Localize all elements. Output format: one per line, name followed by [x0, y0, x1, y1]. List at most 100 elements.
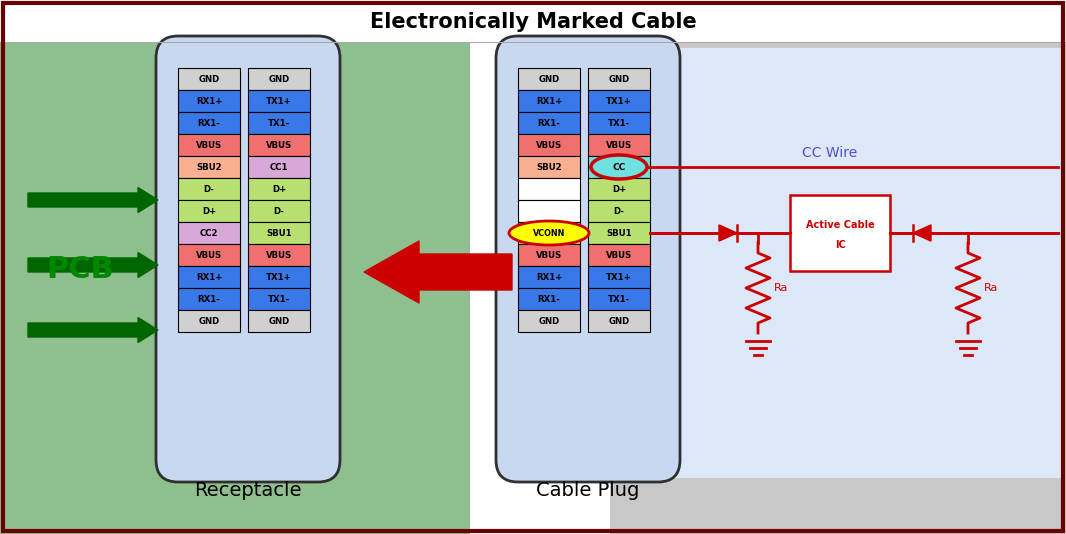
Text: TX1+: TX1+ [607, 97, 632, 106]
FancyArrow shape [28, 318, 158, 342]
Bar [588, 310, 650, 332]
Bar [588, 68, 650, 90]
Text: PCB: PCB [46, 255, 114, 285]
Bar [588, 222, 650, 244]
Text: D-: D- [614, 207, 625, 216]
Text: GND: GND [538, 75, 560, 83]
Text: D+: D+ [612, 185, 626, 193]
Bar [0, 0, 1066, 42]
Text: Receptacle: Receptacle [194, 481, 302, 499]
Text: Active Cable: Active Cable [806, 220, 874, 230]
Bar [248, 222, 310, 244]
Bar [248, 266, 310, 288]
Text: TX1-: TX1- [268, 294, 290, 303]
Bar [178, 90, 240, 112]
Bar [518, 200, 580, 222]
Bar [518, 222, 580, 244]
Text: VBUS: VBUS [536, 250, 562, 260]
Text: GND: GND [269, 75, 290, 83]
Bar [178, 178, 240, 200]
Bar [588, 288, 650, 310]
Polygon shape [718, 225, 737, 241]
Bar [518, 156, 580, 178]
Text: TX1+: TX1+ [607, 272, 632, 281]
Bar [248, 200, 310, 222]
Bar [178, 288, 240, 310]
Text: TX1+: TX1+ [266, 97, 292, 106]
Text: TX1-: TX1- [608, 119, 630, 128]
Ellipse shape [591, 155, 647, 179]
Text: SBU1: SBU1 [607, 229, 632, 238]
Text: VBUS: VBUS [536, 140, 562, 150]
Bar [588, 90, 650, 112]
Text: VBUS: VBUS [605, 140, 632, 150]
Text: GND: GND [538, 317, 560, 326]
Text: SBU2: SBU2 [196, 162, 222, 171]
Bar [248, 156, 310, 178]
Bar [248, 68, 310, 90]
Bar [518, 178, 580, 200]
Bar [178, 244, 240, 266]
Text: IC: IC [835, 240, 845, 250]
Bar [178, 156, 240, 178]
Bar [518, 310, 580, 332]
Bar [518, 68, 580, 90]
Text: TX1+: TX1+ [266, 272, 292, 281]
Text: GND: GND [198, 75, 220, 83]
Text: GND: GND [609, 75, 630, 83]
Text: GND: GND [269, 317, 290, 326]
Text: GND: GND [198, 317, 220, 326]
Bar [470, 42, 610, 534]
Text: RX1+: RX1+ [196, 97, 222, 106]
Text: TX1-: TX1- [608, 294, 630, 303]
FancyArrow shape [28, 253, 158, 278]
Text: VBUS: VBUS [265, 250, 292, 260]
Bar [588, 156, 650, 178]
Text: D+: D+ [201, 207, 216, 216]
Bar [178, 222, 240, 244]
FancyArrow shape [28, 187, 158, 213]
Bar [588, 200, 650, 222]
Text: GND: GND [609, 317, 630, 326]
Bar [178, 200, 240, 222]
Text: SBU2: SBU2 [536, 162, 562, 171]
Bar [178, 266, 240, 288]
FancyArrow shape [364, 241, 512, 303]
Bar [248, 178, 310, 200]
Bar [518, 266, 580, 288]
Text: VBUS: VBUS [196, 250, 222, 260]
FancyBboxPatch shape [496, 36, 680, 482]
Text: RX1-: RX1- [197, 119, 221, 128]
Text: CC: CC [613, 162, 626, 171]
Text: TX1-: TX1- [268, 119, 290, 128]
Bar [518, 288, 580, 310]
Bar [248, 288, 310, 310]
Bar [518, 90, 580, 112]
Bar [248, 90, 310, 112]
Bar [588, 112, 650, 134]
Text: D+: D+ [272, 185, 286, 193]
Bar [790, 195, 890, 271]
Bar [248, 134, 310, 156]
Text: D-: D- [204, 185, 214, 193]
Bar [518, 134, 580, 156]
Bar [518, 244, 580, 266]
Bar [248, 112, 310, 134]
Text: VBUS: VBUS [605, 250, 632, 260]
Ellipse shape [508, 221, 589, 245]
Bar [0, 42, 470, 534]
Bar [178, 310, 240, 332]
Bar [178, 112, 240, 134]
Text: CC2: CC2 [199, 229, 219, 238]
Text: Electronically Marked Cable: Electronically Marked Cable [370, 12, 696, 32]
Text: CC1: CC1 [270, 162, 288, 171]
Bar [178, 68, 240, 90]
Bar [588, 244, 650, 266]
Text: RX1-: RX1- [537, 119, 561, 128]
Text: RX1+: RX1+ [536, 97, 562, 106]
Bar [615, 48, 1061, 478]
FancyBboxPatch shape [156, 36, 340, 482]
Text: RX1-: RX1- [537, 294, 561, 303]
Text: Ra: Ra [984, 283, 999, 293]
Text: VBUS: VBUS [265, 140, 292, 150]
